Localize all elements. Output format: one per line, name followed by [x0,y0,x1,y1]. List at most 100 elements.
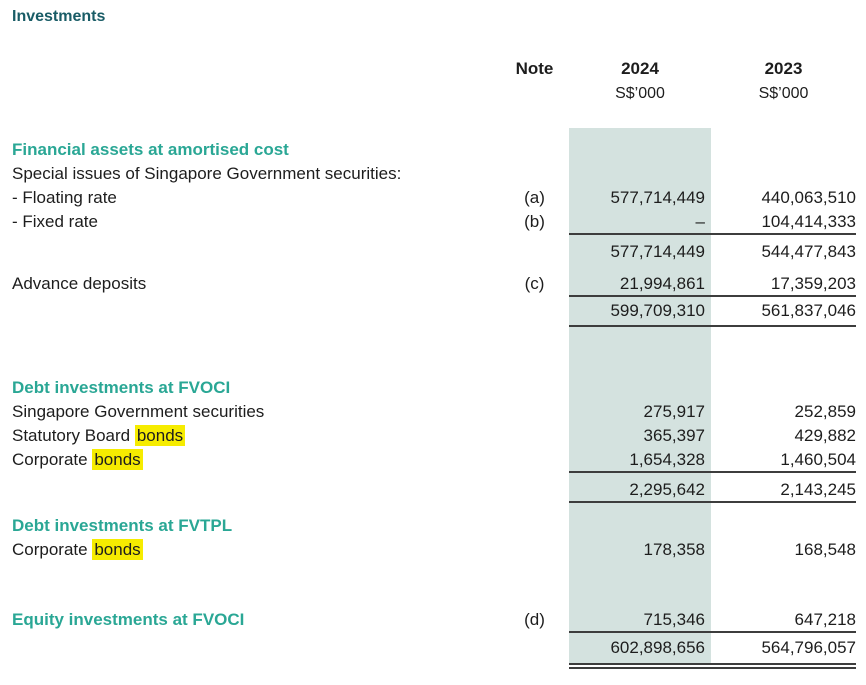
spacer-cell [12,502,500,514]
value-2023 [711,162,856,186]
value-2024: 275,917 [569,400,711,424]
spacer-cell [12,326,500,376]
value-2024: 365,397 [569,424,711,448]
column-header-2023: 2023 [764,59,803,78]
value-2024: 602,898,656 [569,632,711,669]
spacer-cell [569,502,711,514]
value-2024: 21,994,861 [569,272,711,297]
column-header-note: Note [515,59,554,78]
value-2024: 178,358 [569,538,711,562]
spacer-cell [569,264,711,272]
table-row: Special issues of Singapore Government s… [12,162,856,186]
spacer-cell [500,562,569,608]
header-note-spacer [500,82,569,106]
table-row: - Fixed rate (b) –104,414,333 [12,210,856,235]
section-heading-label: Debt investments at FVTPL [12,516,233,535]
value-2024: 1,654,328 [569,448,711,473]
note-reference [500,538,569,562]
note-reference [500,240,569,264]
investments-table: Note 2024 2023 S$’000 S$’000 Financial a… [12,56,856,669]
band-spacer-row [12,234,856,240]
spacer-cell [711,106,856,128]
note-reference [500,296,569,326]
spacer-cell [711,128,856,138]
section-heading-label: Financial assets at amortised cost [12,140,289,159]
total-row: 2,295,642 2,143,245 [12,478,856,503]
investments-note-page: Investments Note 2024 2023 S$’000 S$’000… [12,8,856,669]
spacer-cell [12,562,500,608]
spacer-cell [569,326,711,376]
highlighted-text: bonds [92,449,143,470]
band-spacer-row [12,502,856,514]
note-reference [500,632,569,666]
row-label: Advance deposits [12,274,147,293]
value-2024: 577,714,449 [569,240,711,264]
row-label: - Fixed rate [12,212,98,231]
spacer-cell [711,264,856,272]
value-2023: 561,837,046 [711,296,856,327]
spacer-cell [500,502,569,514]
header-label-spacer [12,56,500,82]
spacer-cell [569,472,711,478]
section-heading-label: Debt investments at FVOCI [12,378,231,397]
table-header: Note 2024 2023 S$’000 S$’000 [12,56,856,106]
band-spacer-row [12,562,856,608]
table-row: Singapore Government securities 275,917 25… [12,400,856,424]
page-title: Investments [12,8,106,25]
row-label: Special issues of Singapore Government s… [12,164,402,183]
note-reference [500,376,569,400]
spacer-cell [500,264,569,272]
value-2023: 440,063,510 [761,188,856,207]
row-label [12,296,500,326]
band-spacer-row [12,472,856,478]
section-heading-label: Equity investments at FVOCI [12,610,245,629]
value-2024 [569,162,711,186]
note-reference: (b) [524,212,545,231]
unit-label-2023: S$’000 [758,85,809,102]
spacer-cell [500,326,569,376]
note-reference: (d) [524,610,545,629]
unit-label-2024: S$’000 [615,85,665,102]
value-2024 [569,514,711,538]
spacer-cell [12,264,500,272]
band-spacer-row [12,264,856,272]
total-row: 577,714,449 544,477,843 [12,240,856,264]
value-2023: 252,859 [794,402,856,421]
note-reference: (a) [524,188,545,207]
table-row: Corporate bonds 1,654,328 1,460,504 [12,448,856,473]
spacer-cell [500,128,569,138]
row-label [12,240,500,264]
table-row: Corporate bonds 178,358 168,548 [12,538,856,562]
value-2024 [569,138,711,162]
value-2024 [569,376,711,400]
row-label: Corporate bonds [12,539,143,560]
row-label: Singapore Government securities [12,402,265,421]
row-label [12,478,500,502]
value-2023: 104,414,333 [711,210,856,235]
note-reference [500,478,569,502]
value-2023 [711,138,856,162]
note-reference [500,514,569,538]
note-reference [500,424,569,448]
highlighted-text: bonds [134,425,186,446]
spacer-cell [12,128,500,138]
section-heading-row: Financial assets at amortised cost [12,138,856,162]
total-row: 599,709,310 561,837,046 [12,296,856,327]
band-spacer-row [12,128,856,138]
value-2024: 577,714,449 [569,186,711,210]
row-label [12,632,500,666]
row-label: Statutory Board bonds [12,425,186,446]
note-reference: (c) [524,274,545,293]
row-label: Corporate bonds [12,449,143,470]
spacer-cell [500,106,569,128]
value-2023: 2,143,245 [711,478,856,503]
note-reference [500,138,569,162]
value-2023: 17,359,203 [711,272,856,297]
column-header-2024: 2024 [621,59,659,78]
value-2023: 1,460,504 [711,448,856,473]
value-2024: 2,295,642 [569,478,711,503]
section-heading-row: Debt investments at FVOCI [12,376,856,400]
header-label-spacer [12,82,500,106]
note-reference [500,162,569,186]
value-2023 [711,514,856,538]
